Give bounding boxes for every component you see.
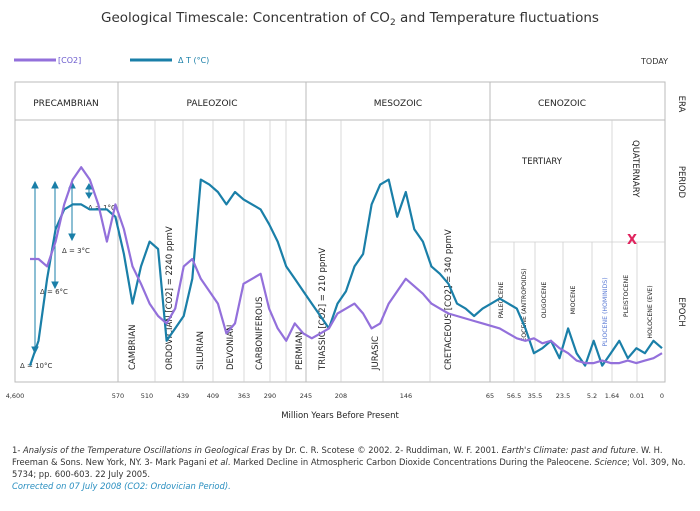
- footnote-journal: Science: [594, 457, 627, 467]
- footnote-ref3-end: ; Vol. 309, No. 5734; pp. 600-603. 22 Ju…: [12, 457, 686, 479]
- footnote-num1: 1-: [12, 445, 24, 455]
- legend-co2-label: [CO2]: [58, 56, 81, 65]
- period-cretaceous: CRETACEOUS [CO2] = 340 ppmV: [444, 229, 454, 370]
- era-paleozoic: PALEOZOIC: [187, 99, 238, 109]
- period-labels: CAMBRIAN ORDOVICIAN [CO2] = 2240 ppmV SI…: [128, 226, 454, 371]
- x-tick-label: 0: [660, 392, 664, 400]
- period-silurian: SILURIAN: [196, 331, 206, 370]
- epoch-separators: [490, 241, 665, 382]
- row-label-era: ERA: [676, 96, 686, 113]
- footnote-ref3-text: . Marked Decline in Atmospheric Carbon D…: [227, 457, 595, 467]
- legend-temp-label: Δ T (°C): [178, 56, 209, 65]
- series-co2: [30, 166, 663, 365]
- x-tick-label: 409: [207, 392, 219, 400]
- epoch-oligocene: OLIGOCENE: [541, 282, 548, 319]
- x-tick-label: 1.64: [605, 392, 619, 400]
- x-tick-label: 439: [177, 392, 189, 400]
- footnote-ref2-text: . W. H. Freeman & Sons. New York, NY. 3-…: [12, 445, 663, 467]
- delta-6-label: Δ = 6°C: [40, 288, 68, 296]
- chart: Geological Timescale: Concentration of C…: [6, 10, 686, 421]
- footnote-ref1-text: by Dr. C. R. Scotese © 2002. 2- Ruddiman…: [269, 445, 502, 455]
- x-axis-ticks: 4,600 570 510 439 409 363 290 245 208 146 65 56.5 35…: [6, 392, 664, 400]
- row-label-epoch: EPOCH: [676, 297, 686, 327]
- x-axis-label: Million Years Before Present: [281, 411, 399, 421]
- x-tick-label: 570: [112, 392, 124, 400]
- x-tick-label: 35.5: [528, 392, 542, 400]
- row-label-period: PERIOD: [676, 166, 686, 199]
- epoch-labels: PALEOCENE EOCENE (ANTROPOIDS) OLIGOCENE …: [498, 268, 654, 346]
- era-cenozoic: CENOZOIC: [538, 99, 586, 109]
- era-precambrian: PRECAMBRIAN: [33, 99, 99, 109]
- x-tick-label: 65: [486, 392, 494, 400]
- period-carboniferous: CARBONIFEROUS: [255, 297, 265, 370]
- period-devonian: DEVONIAN: [226, 325, 236, 370]
- correction-note: Corrected on 07 July 2008 (CO2: Ordovici…: [12, 481, 231, 491]
- period-triassic: TRIASSIC [CO2] = 210 ppmV: [318, 247, 328, 371]
- epoch-miocene: MIOCENE: [570, 286, 577, 315]
- period-permian: PERMIAN: [295, 332, 305, 370]
- period-separators: [154, 120, 613, 382]
- x-tick-label: 363: [238, 392, 250, 400]
- footnote: 1- Analysis of the Temperature Oscillati…: [12, 444, 688, 492]
- x-tick-label: 208: [335, 392, 347, 400]
- period-cambrian: CAMBRIAN: [128, 324, 138, 370]
- series-temperature: [28, 178, 663, 367]
- footnote-etal: et al: [209, 457, 228, 467]
- delta-3-label: Δ = 3°C: [62, 247, 90, 255]
- chart-title: Geological Timescale: Concentration of C…: [101, 10, 599, 28]
- delta-10-label: Δ = 10°C: [20, 362, 53, 370]
- epoch-pleistocene: PLEISTOCENE: [623, 275, 630, 317]
- quaternary-label: QUATERNARY: [630, 140, 640, 198]
- today-label: TODAY: [640, 57, 668, 66]
- x-tick-label: 510: [141, 392, 153, 400]
- x-tick-label: 290: [264, 392, 276, 400]
- plot-frame: [14, 81, 666, 383]
- period-ordovician: ORDOVICIAN [CO2] = 2240 ppmV: [165, 226, 175, 370]
- x-tick-label: 23.5: [556, 392, 570, 400]
- era-mesozoic: MESOZOIC: [374, 99, 422, 109]
- epoch-eocene: EOCENE (ANTROPOIDS): [521, 268, 528, 341]
- x-tick-label: 245: [300, 392, 312, 400]
- epoch-pliocene: PLIOCENE (HOMINIDS): [602, 277, 609, 346]
- footnote-ref1-title: Analysis of the Temperature Oscillations…: [23, 445, 270, 455]
- period-jurasic: JURASIC: [371, 336, 381, 371]
- epoch-holocene: HOLOCENE (EVE): [647, 285, 654, 338]
- x-tick-label: 5.2: [587, 392, 597, 400]
- footnote-ref2-title: Earth's Climate: past and future: [501, 445, 636, 455]
- x-tick-label: 56.5: [507, 392, 521, 400]
- delta-1-label: Δ = 1°C: [88, 204, 116, 212]
- x-tick-label: 4,600: [6, 392, 25, 400]
- x-tick-label: 0.01: [630, 392, 644, 400]
- legend: [CO2] Δ T (°C): [14, 56, 209, 65]
- tertiary-label: TERTIARY: [521, 157, 563, 167]
- x-marker: X: [627, 233, 637, 248]
- x-tick-label: 146: [400, 392, 412, 400]
